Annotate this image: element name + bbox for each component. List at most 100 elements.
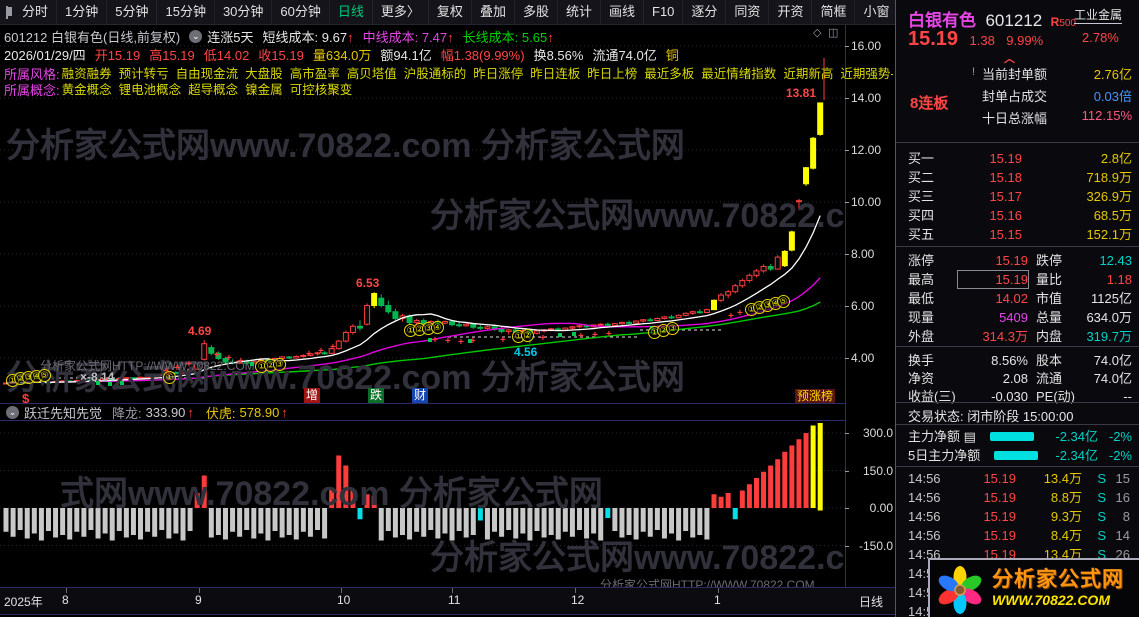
toolbar-item-5[interactable]: 30分钟 — [215, 0, 273, 24]
style-tag[interactable]: 昨日涨停 — [473, 67, 524, 81]
toolbar-item-6[interactable]: 60分钟 — [272, 0, 330, 24]
divider — [896, 402, 1139, 403]
divider — [896, 142, 1139, 143]
tick-count: 8 — [1122, 509, 1130, 524]
concept-tags-row: 所属概念: 黄金概念 锂电池概念 超导概念 镍金属 可控核聚变 — [4, 79, 359, 99]
toolbar-item-10[interactable]: 叠加 — [472, 0, 515, 24]
limit-count-marker: ⑤ — [777, 295, 790, 308]
tick-volume: 8.4万 — [1050, 528, 1082, 543]
style-tag[interactable]: 沪股通标的 — [403, 67, 467, 81]
time-axis-label: 2025年 — [4, 595, 43, 609]
style-tag[interactable]: 融资融券 — [61, 67, 112, 81]
stat-value: 74.0亿 — [1093, 353, 1132, 368]
bid-label: 买四 — [908, 208, 935, 223]
toolbar-item-13[interactable]: 画线 — [601, 0, 644, 24]
time-axis-label: 1 — [714, 593, 721, 607]
sector-link[interactable]: 工业金属 — [1074, 8, 1123, 24]
streak-collapse-icon[interactable]: ⌄ — [189, 30, 203, 43]
style-tag[interactable]: 昨日连板 — [530, 67, 581, 81]
concept-tag[interactable]: 锂电池概念 — [118, 83, 182, 97]
tick-price: 15.19 — [983, 490, 1016, 505]
toolbar-item-9[interactable]: 复权 — [429, 0, 472, 24]
toolbar-item-15[interactable]: 逐分 — [683, 0, 727, 24]
signal-plus-marker: + — [606, 329, 612, 340]
toolbar-item-19[interactable]: 小窗 — [855, 0, 899, 24]
concept-tag[interactable]: 可控核聚变 — [289, 83, 353, 97]
axis-tick — [66, 588, 67, 593]
signal-plus-marker: + — [238, 356, 244, 367]
toolbar-item-3[interactable]: 5分钟 — [107, 0, 158, 24]
style-tag[interactable]: 近期强势-周期股 — [840, 67, 893, 81]
tick-row: 14:56 15.19 8.8万 S 16 — [896, 489, 1139, 506]
seal-value: 2.76亿 — [1093, 67, 1132, 82]
up-arrow-icon: ↑ — [347, 30, 354, 45]
style-tag[interactable]: 近期新高 — [783, 67, 834, 81]
bid-row[interactable]: 买一 15.19 2.8亿 — [896, 150, 1139, 167]
bid-row[interactable]: 买四 15.16 68.5万 — [896, 207, 1139, 224]
toolbar-item-1[interactable]: 分时 — [14, 0, 58, 24]
style-tag[interactable]: 自由现金流 — [175, 67, 239, 81]
style-tag[interactable]: 预计转亏 — [118, 67, 169, 81]
watermark: 分析家公式网HTTP://WWW.70822.COM — [40, 359, 255, 373]
toolbar-item-18[interactable]: 简框 — [812, 0, 856, 24]
stat-row: 收益(三) -0.030 PE(动) -- — [896, 388, 1139, 405]
xianglong-arrow: ↑ — [187, 405, 194, 420]
style-tag[interactable]: 最近情绪指数 — [701, 67, 777, 81]
toolbar-item-16[interactable]: 同资 — [726, 0, 770, 24]
toolbar-item-14[interactable]: F10 — [644, 0, 684, 24]
bid-row[interactable]: 买五 15.15 152.1万 — [896, 226, 1139, 243]
layout-icon[interactable]: ◫ — [828, 27, 839, 39]
style-tag[interactable]: 昨日上榜 — [587, 67, 638, 81]
window-icon[interactable] — [6, 5, 12, 19]
indicator-header-divider — [0, 420, 845, 421]
toolbar-item-8[interactable]: 更多〉 — [373, 0, 429, 24]
tick-volume: 8.8万 — [1050, 490, 1082, 505]
toolbar-item-7[interactable]: 日线 — [330, 0, 373, 24]
bid-row[interactable]: 买二 15.18 718.9万 — [896, 169, 1139, 186]
style-tag[interactable]: 高贝塔值 — [346, 67, 397, 81]
collapse-indicator-icon[interactable]: ⌄ — [6, 406, 19, 419]
price-row: 15.19 1.38 9.99% — [908, 28, 1043, 51]
stat-value: 8.56% — [991, 353, 1028, 368]
toolbar-item-4[interactable]: 15分钟 — [157, 0, 215, 24]
flow-row: 主力净额 ▤ -2.34亿 -2% — [896, 428, 1139, 445]
chart-button-跌[interactable]: 跌 — [368, 388, 385, 403]
axis-tick — [845, 46, 849, 47]
diamond-icon[interactable]: ◇ — [813, 27, 822, 39]
toolbar-item-17[interactable]: 开资 — [769, 0, 813, 24]
tick-side: S — [1097, 547, 1106, 562]
stat-label: PE(动) — [1036, 389, 1076, 404]
signal-dot-marker — [428, 338, 432, 342]
chart-button-增[interactable]: 增 — [304, 388, 321, 403]
price-annotation: ×-8.14 — [80, 370, 115, 384]
chart-area[interactable]: ⌄ 跃迁先知先觉 降龙: 333.90 ↑ 伏虎: 578.90 ↑ 分析家公式… — [0, 24, 845, 613]
divider — [896, 346, 1139, 347]
toolbar-item-2[interactable]: 1分钟 — [57, 0, 108, 24]
divider — [896, 246, 1139, 247]
collapse-chevron-icon[interactable]: ︿ — [1004, 53, 1015, 65]
bid-row[interactable]: 买三 15.17 326.9万 — [896, 188, 1139, 205]
signal-plus-marker: + — [330, 342, 336, 353]
concept-tag[interactable]: 黄金概念 — [61, 83, 112, 97]
indicator-name: 跃迁先知先觉 — [24, 406, 103, 421]
signal-plus-marker: + — [737, 308, 743, 319]
concept-tag[interactable]: 超导概念 — [188, 83, 239, 97]
divider — [896, 424, 1139, 425]
indicator-axis-label: 300.0 — [862, 426, 893, 440]
signal-dot-marker — [250, 362, 254, 366]
concept-tag[interactable]: 镍金属 — [245, 83, 283, 97]
toolbar-item-11[interactable]: 多股 — [515, 0, 558, 24]
tick-side: S — [1097, 509, 1106, 524]
chart-button-预涨榜[interactable]: 预涨榜 — [795, 389, 836, 404]
style-tag[interactable]: 高市盈率 — [289, 67, 340, 81]
stock-name[interactable]: 白银有色 — [908, 11, 976, 30]
style-tag[interactable]: 最近多板 — [644, 67, 695, 81]
stat-value: 74.0亿 — [1093, 371, 1132, 386]
toolbar-item-12[interactable]: 统计 — [558, 0, 601, 24]
indicator-histogram-chart[interactable] — [0, 421, 845, 587]
style-tag[interactable]: 大盘股 — [245, 67, 283, 81]
signal-plus-marker: + — [470, 336, 476, 347]
stat-label: 股本 — [1036, 353, 1063, 368]
chart-button-财[interactable]: 财 — [412, 388, 429, 403]
up-arrow-icon: ↑ — [547, 30, 554, 45]
